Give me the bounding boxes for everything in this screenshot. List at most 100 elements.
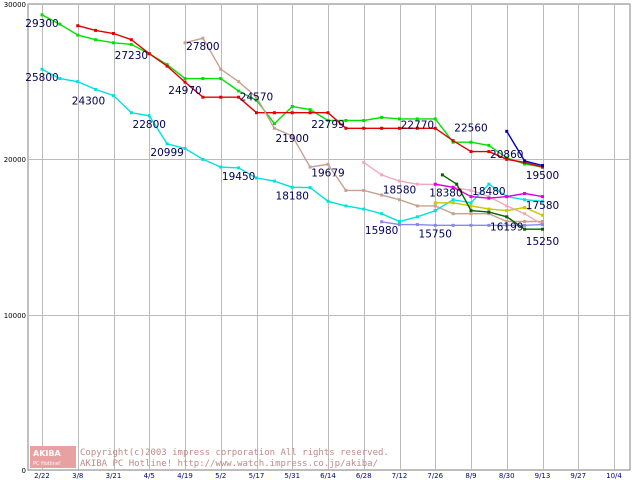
- series-point-green: [380, 115, 384, 119]
- series-point-navy: [541, 164, 544, 168]
- series-point-cyan: [237, 166, 241, 170]
- series-point-green: [237, 89, 241, 93]
- series-point-green: [523, 162, 527, 166]
- series-point-red: [415, 126, 419, 130]
- series-point-red: [290, 111, 294, 115]
- series-point-cyan: [76, 80, 80, 84]
- series-point-cyan: [308, 186, 312, 190]
- data-label: 22770: [401, 119, 434, 131]
- series-point-green: [112, 41, 115, 45]
- series-point-lavender: [451, 223, 455, 227]
- series-point-tan: [344, 188, 348, 192]
- data-label: 24970: [168, 85, 201, 97]
- series-point-red: [76, 24, 80, 28]
- series-point-cyan: [272, 179, 276, 183]
- series-point-cyan: [183, 146, 187, 150]
- data-label: 27230: [115, 50, 148, 62]
- series-point-green: [308, 108, 312, 112]
- watermark-url: AKIBA PC Hotline! http://www.watch.impre…: [80, 459, 378, 469]
- series-point-olive: [523, 205, 527, 209]
- series-point-red: [129, 38, 133, 42]
- series-point-lavender: [541, 223, 544, 227]
- watermark: AKIBA PC Hotline! Copyright(c)2003 impre…: [30, 446, 389, 469]
- data-label: 15980: [365, 225, 398, 237]
- x-tick-label: 5/2: [215, 472, 226, 480]
- series-point-red: [237, 95, 241, 99]
- series-point-red: [362, 126, 366, 130]
- x-tick-label: 3/8: [72, 472, 83, 480]
- x-tick-label: 6/14: [320, 472, 336, 480]
- chart-annotations: 29300 27230 27800 25800 24300 24970 24570 22800…: [25, 18, 559, 248]
- series-point-pink: [415, 182, 419, 186]
- series-point-cyan: [541, 199, 544, 203]
- series-point-red: [165, 64, 169, 68]
- series-point-red: [398, 126, 401, 130]
- series-point-navy: [505, 129, 509, 133]
- series-point-pink: [398, 179, 401, 183]
- y-axis-ticks: 0 10000 20000 30000: [4, 1, 26, 475]
- series-point-cyan: [469, 201, 473, 205]
- series-point-tan: [487, 212, 491, 216]
- series-point-darkgreen: [455, 182, 459, 186]
- x-tick-label: 4/5: [144, 472, 155, 480]
- series-point-green: [129, 42, 133, 46]
- series-point-cyan: [255, 176, 258, 180]
- series-point-green: [433, 117, 437, 121]
- series-point-green: [451, 140, 455, 144]
- x-tick-label: 3/21: [106, 472, 122, 480]
- data-label: 19450: [222, 171, 255, 183]
- x-tick-label: 7/12: [392, 472, 408, 480]
- series-point-pink: [380, 173, 384, 177]
- series-point-olive: [433, 201, 437, 205]
- data-label: 18380: [429, 187, 462, 199]
- series-point-green: [40, 13, 44, 17]
- y-tick-label: 0: [22, 467, 26, 475]
- data-label: 22799: [311, 119, 344, 131]
- series-point-red: [219, 95, 223, 99]
- series-point-red: [380, 126, 384, 130]
- series-point-red: [201, 95, 205, 99]
- data-label: 29300: [25, 18, 58, 30]
- series-point-tan: [272, 126, 276, 130]
- series-point-tan: [290, 134, 294, 138]
- series-point-darkgreen: [523, 227, 527, 231]
- data-label: 22800: [133, 119, 166, 131]
- series-point-green: [398, 117, 401, 121]
- series-point-tan: [255, 95, 258, 99]
- data-label: 18580: [383, 184, 416, 196]
- series-point-cyan: [219, 165, 223, 169]
- series-point-tan: [523, 219, 527, 223]
- x-tick-label: 5/31: [284, 472, 300, 480]
- series-point-cyan: [58, 77, 62, 81]
- x-tick-label: 7/26: [427, 472, 443, 480]
- chart-grid: [27, 3, 631, 471]
- series-point-magenta: [541, 195, 544, 199]
- series-point-tan: [505, 219, 509, 223]
- series-point-green: [219, 77, 223, 81]
- series-point-red: [326, 111, 330, 115]
- series-point-lavender: [433, 223, 437, 227]
- series-point-red: [94, 28, 98, 32]
- series-point-cyan: [344, 204, 348, 208]
- series-point-darkgreen: [469, 209, 473, 213]
- series-point-cyan: [94, 87, 98, 91]
- series-point-green: [58, 22, 62, 26]
- series-point-magenta: [505, 195, 509, 199]
- series-point-green: [362, 119, 366, 122]
- y-tick-label: 10000: [4, 312, 26, 320]
- x-tick-label: 5/17: [249, 472, 265, 480]
- series-point-cyan: [290, 185, 294, 189]
- series-point-pink: [523, 212, 527, 216]
- series-point-tan: [326, 162, 330, 166]
- series-point-tan: [415, 204, 419, 208]
- data-label: 19679: [311, 167, 344, 179]
- series-point-olive: [451, 201, 455, 205]
- series-point-darkgreen: [440, 173, 444, 177]
- chart-series: [40, 13, 544, 231]
- series-point-cyan: [165, 142, 169, 146]
- series-point-green: [344, 119, 348, 122]
- series-point-pink: [487, 195, 491, 199]
- series-point-tan: [201, 36, 205, 40]
- x-tick-label: 6/28: [356, 472, 372, 480]
- series-point-green: [326, 119, 330, 122]
